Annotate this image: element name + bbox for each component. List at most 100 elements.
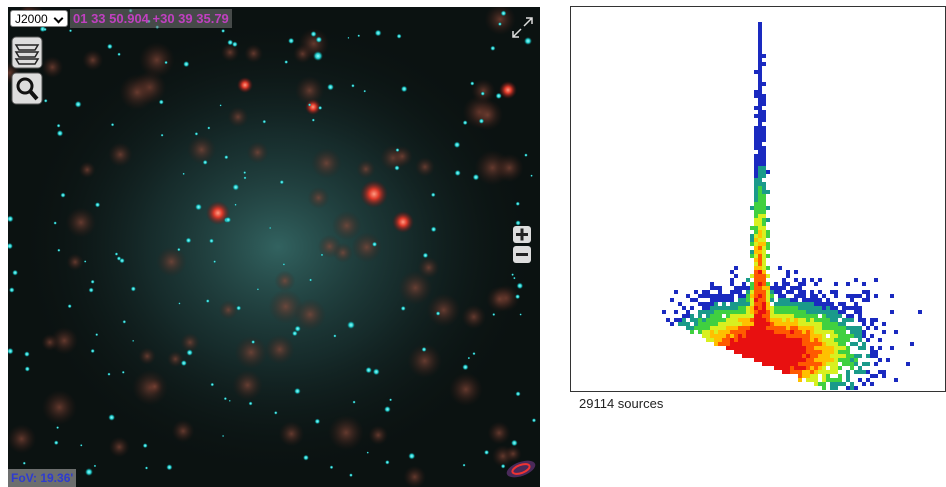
point bbox=[738, 330, 742, 334]
layers-button[interactable] bbox=[11, 36, 43, 69]
point bbox=[774, 326, 778, 330]
point bbox=[690, 326, 694, 330]
point bbox=[790, 334, 794, 338]
point bbox=[862, 298, 866, 302]
point bbox=[854, 310, 858, 314]
zoom-out-button[interactable] bbox=[513, 246, 531, 263]
point bbox=[794, 298, 798, 302]
point bbox=[770, 334, 774, 338]
frame-select[interactable]: J2000 bbox=[10, 10, 68, 27]
point bbox=[870, 318, 874, 322]
star bbox=[114, 252, 119, 256]
fullscreen-button[interactable] bbox=[512, 17, 533, 38]
point bbox=[726, 342, 730, 346]
point bbox=[670, 322, 674, 326]
nebula bbox=[108, 436, 130, 458]
point bbox=[830, 326, 834, 330]
point bbox=[798, 354, 802, 358]
point bbox=[738, 294, 742, 298]
search-button[interactable] bbox=[11, 72, 43, 105]
point bbox=[758, 150, 762, 154]
point bbox=[674, 290, 678, 294]
point bbox=[858, 318, 862, 322]
point bbox=[762, 186, 766, 190]
nebula bbox=[41, 56, 64, 79]
point bbox=[774, 366, 778, 370]
point bbox=[778, 322, 782, 326]
point bbox=[754, 270, 758, 274]
point bbox=[834, 282, 838, 286]
point bbox=[754, 142, 758, 146]
point bbox=[802, 302, 806, 306]
point bbox=[846, 370, 850, 374]
point bbox=[758, 162, 762, 166]
point bbox=[766, 242, 770, 246]
sky-view[interactable] bbox=[8, 7, 540, 487]
point bbox=[790, 350, 794, 354]
point bbox=[754, 254, 758, 258]
point bbox=[758, 62, 762, 66]
point bbox=[738, 342, 742, 346]
point bbox=[758, 38, 762, 42]
point bbox=[818, 310, 822, 314]
point bbox=[838, 314, 842, 318]
point bbox=[818, 366, 822, 370]
point bbox=[786, 326, 790, 330]
point bbox=[758, 22, 762, 26]
point bbox=[742, 334, 746, 338]
point bbox=[782, 314, 786, 318]
point bbox=[794, 346, 798, 350]
point bbox=[790, 362, 794, 366]
point bbox=[762, 114, 766, 118]
point bbox=[742, 318, 746, 322]
point bbox=[842, 342, 846, 346]
point bbox=[758, 166, 762, 170]
point bbox=[754, 238, 758, 242]
point bbox=[738, 302, 742, 306]
point bbox=[802, 354, 806, 358]
star bbox=[530, 174, 533, 177]
star bbox=[519, 313, 522, 316]
star bbox=[435, 311, 441, 316]
point bbox=[762, 230, 766, 234]
galaxy-glow bbox=[18, 17, 538, 477]
point bbox=[694, 322, 698, 326]
point bbox=[702, 326, 706, 330]
point bbox=[810, 374, 814, 378]
point bbox=[754, 242, 758, 246]
point bbox=[754, 182, 758, 186]
star bbox=[333, 334, 337, 338]
point bbox=[758, 198, 762, 202]
point bbox=[786, 330, 790, 334]
point bbox=[762, 206, 766, 210]
point bbox=[854, 294, 858, 298]
point bbox=[758, 350, 762, 354]
star bbox=[430, 226, 437, 233]
point bbox=[826, 338, 830, 342]
point bbox=[842, 338, 846, 342]
point bbox=[842, 330, 846, 334]
star bbox=[371, 241, 378, 247]
point bbox=[710, 338, 714, 342]
point bbox=[814, 378, 818, 382]
point bbox=[754, 138, 758, 142]
zoom-in-button[interactable] bbox=[513, 226, 531, 243]
point bbox=[858, 346, 862, 350]
point bbox=[698, 314, 702, 318]
point bbox=[762, 218, 766, 222]
point bbox=[786, 290, 790, 294]
point bbox=[722, 326, 726, 330]
point bbox=[730, 290, 734, 294]
point bbox=[710, 302, 714, 306]
aladin-logo bbox=[506, 460, 536, 478]
point bbox=[766, 246, 770, 250]
point bbox=[770, 358, 774, 362]
star bbox=[8, 287, 15, 293]
star bbox=[357, 34, 361, 38]
point bbox=[798, 370, 802, 374]
point bbox=[774, 338, 778, 342]
point bbox=[702, 318, 706, 322]
point bbox=[790, 342, 794, 346]
point bbox=[810, 306, 814, 310]
point bbox=[722, 294, 726, 298]
